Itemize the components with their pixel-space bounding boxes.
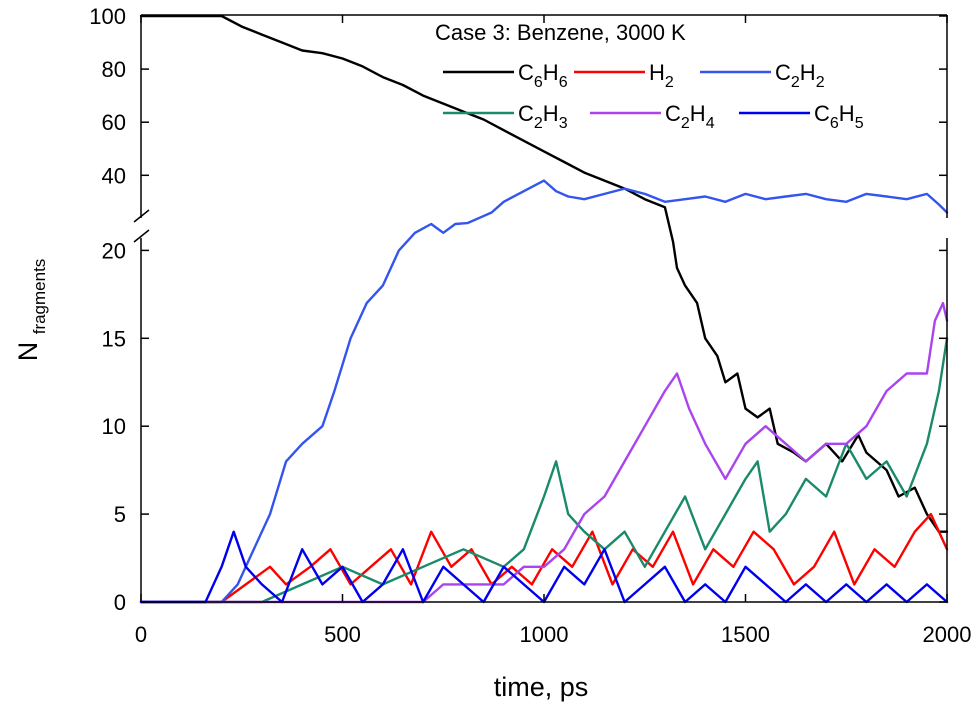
x-tick-label: 1500 [721, 622, 770, 647]
legend-label_sub1: 6 [830, 115, 839, 132]
y-axis-title-main: N [13, 342, 43, 362]
y-tick-label-upper: 100 [89, 4, 126, 29]
y-axis-title-sub: fragments [30, 259, 49, 335]
legend-label_sub2: 2 [816, 74, 825, 91]
legend-label_sub2: 6 [559, 74, 568, 91]
legend-label-c2h3: C2H3 [518, 101, 568, 132]
y-tick-label: 5 [114, 502, 126, 527]
legend-label_main: C [518, 60, 534, 85]
legend-label-c6h5: C6H5 [814, 101, 864, 132]
legend-label_sub1: 2 [681, 115, 690, 132]
series-line-c2h2 [139, 179, 949, 604]
y-tick-label-upper: 60 [102, 110, 126, 135]
y-axis-title: N fragments [13, 259, 49, 362]
x-tick-label: 2000 [923, 622, 972, 647]
legend-label_sub1: 2 [791, 74, 800, 91]
chart-title: Case 3: Benzene, 3000 K [435, 20, 686, 45]
legend-label_mid: H [690, 101, 706, 126]
legend-label_sub2: 3 [559, 115, 568, 132]
legend-label_mid: H [543, 101, 559, 126]
legend-label_main: C [814, 101, 830, 126]
series-line-h2 [139, 512, 949, 604]
axis-break-mark-lower [133, 229, 150, 243]
series-layer [139, 14, 949, 604]
legend-label-c2h4: C2H4 [665, 101, 715, 132]
legend-label_sub1: 2 [534, 115, 543, 132]
legend-label_sub1: 6 [534, 74, 543, 91]
y-tick-label-upper: 40 [102, 163, 126, 188]
series-line-c2h3 [139, 337, 949, 604]
series-line-c2h4 [139, 301, 949, 604]
x-tick-label: 1000 [520, 622, 569, 647]
x-tick-label: 500 [324, 622, 361, 647]
series-line-c6h6 [139, 14, 949, 533]
legend-label_mid: H [543, 60, 559, 85]
axis-layer: 0 500 1000 1500 2000 0 5 10 15 20 40 60 80 100 [89, 4, 971, 647]
legend-label-c6h6: C6H6 [518, 60, 568, 91]
series-line-c6h5 [139, 530, 949, 604]
legend-label_sub2: 5 [855, 115, 864, 132]
legend-label_main: C [775, 60, 791, 85]
legend-label_main: H [649, 60, 665, 85]
y-tick-label: 15 [102, 326, 126, 351]
y-tick-label: 20 [102, 238, 126, 263]
legend-label_main: C [665, 101, 681, 126]
y-tick-label-upper: 80 [102, 57, 126, 82]
legend-label_sub2: 4 [706, 115, 715, 132]
y-tick-label: 0 [114, 590, 126, 615]
legend-label-c2h2: C2H2 [775, 60, 825, 91]
x-tick-label: 0 [135, 622, 147, 647]
legend-label_main: C [518, 101, 534, 126]
legend-label-h2: H2 [649, 60, 674, 91]
x-axis-title: time, ps [494, 672, 589, 702]
legend-label_mid: H [839, 101, 855, 126]
legend-label_mid: H [800, 60, 816, 85]
legend-label_sub1: 2 [665, 74, 674, 91]
axis-break-mark-upper [133, 209, 150, 223]
y-tick-label: 10 [102, 414, 126, 439]
